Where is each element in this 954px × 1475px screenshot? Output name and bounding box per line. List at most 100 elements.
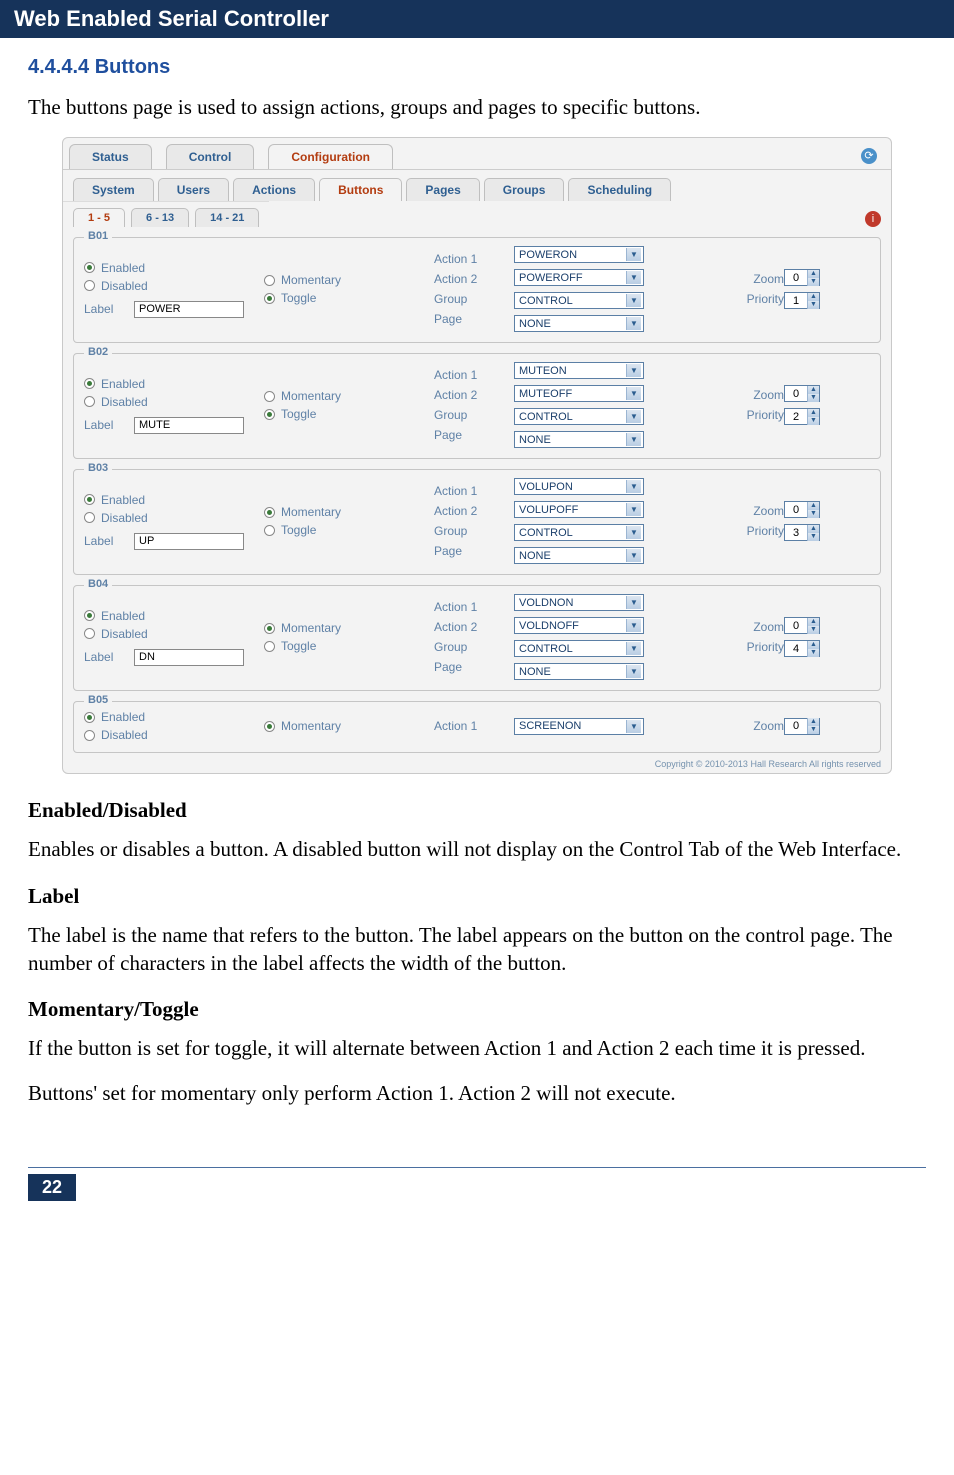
radio-toggle[interactable]: Toggle [264, 291, 434, 305]
chevron-down-icon: ▼ [626, 248, 641, 261]
inner-tab-pages[interactable]: Pages [406, 178, 479, 201]
label-text: Label [84, 418, 124, 432]
radio-enabled[interactable]: Enabled [84, 710, 264, 724]
outer-tab-control[interactable]: Control [166, 144, 255, 169]
copyright-text: Copyright © 2010-2013 Hall Research All … [63, 759, 891, 773]
action1-label: Action 1 [434, 484, 514, 498]
radio-disabled[interactable]: Disabled [84, 279, 264, 293]
label-input[interactable]: POWER [134, 301, 244, 318]
dropdown[interactable]: CONTROL▼ [514, 524, 644, 541]
dropdown[interactable]: NONE▼ [514, 663, 644, 680]
enabled-disabled-heading: Enabled/Disabled [28, 798, 926, 823]
inner-tab-users[interactable]: Users [158, 178, 229, 201]
range-tab[interactable]: 1 - 5 [73, 208, 125, 227]
radio-momentary[interactable]: Momentary [264, 389, 434, 403]
number-stepper[interactable]: 0▲▼ [784, 617, 820, 634]
dropdown[interactable]: VOLUPON▼ [514, 478, 644, 495]
radio-momentary[interactable]: Momentary [264, 273, 434, 287]
radio-disabled[interactable]: Disabled [84, 395, 264, 409]
chevron-down-icon: ▼ [626, 526, 641, 539]
inner-tab-buttons[interactable]: Buttons [319, 178, 402, 201]
dropdown[interactable]: POWEROFF▼ [514, 269, 644, 286]
enabled-disabled-body: Enables or disables a button. A disabled… [28, 835, 926, 863]
radio-enabled[interactable]: Enabled [84, 261, 264, 275]
number-stepper[interactable]: 4▲▼ [784, 640, 820, 657]
radio-disabled[interactable]: Disabled [84, 511, 264, 525]
page-label: Page [434, 428, 514, 442]
radio-toggle[interactable]: Toggle [264, 523, 434, 537]
momentary-toggle-body1: If the button is set for toggle, it will… [28, 1034, 926, 1062]
number-stepper[interactable]: 0▲▼ [784, 385, 820, 402]
inner-tabs: SystemUsersActionsButtonsPagesGroupsSche… [73, 178, 881, 201]
chevron-down-icon: ▼ [626, 480, 641, 493]
number-stepper[interactable]: 0▲▼ [784, 269, 820, 286]
info-icon[interactable]: i [865, 211, 881, 227]
radio-momentary[interactable]: Momentary [264, 719, 434, 733]
radio-toggle[interactable]: Toggle [264, 407, 434, 421]
chevron-down-icon: ▼ [626, 294, 641, 307]
fieldset-legend: B03 [84, 462, 112, 474]
zoom-label: Zoom [753, 504, 784, 518]
fieldset-legend: B02 [84, 346, 112, 358]
radio-toggle[interactable]: Toggle [264, 639, 434, 653]
chevron-down-icon: ▼ [626, 665, 641, 678]
priority-label: Priority [747, 524, 784, 538]
inner-tab-system[interactable]: System [73, 178, 154, 201]
number-stepper[interactable]: 0▲▼ [784, 718, 820, 735]
dropdown[interactable]: NONE▼ [514, 315, 644, 332]
action2-label: Action 2 [434, 388, 514, 402]
radio-enabled[interactable]: Enabled [84, 377, 264, 391]
chevron-down-icon: ▼ [626, 364, 641, 377]
radio-momentary[interactable]: Momentary [264, 505, 434, 519]
label-input[interactable]: UP [134, 533, 244, 550]
radio-enabled[interactable]: Enabled [84, 493, 264, 507]
radio-enabled[interactable]: Enabled [84, 609, 264, 623]
number-stepper[interactable]: 3▲▼ [784, 524, 820, 541]
dropdown[interactable]: POWERON▼ [514, 246, 644, 263]
inner-tab-actions[interactable]: Actions [233, 178, 315, 201]
zoom-label: Zoom [753, 388, 784, 402]
dropdown[interactable]: CONTROL▼ [514, 408, 644, 425]
zoom-label: Zoom [753, 620, 784, 634]
page-label: Page [434, 312, 514, 326]
fieldset-legend: B04 [84, 578, 112, 590]
button-fieldset-b04: B04EnabledDisabledLabelDNMomentaryToggle… [73, 585, 881, 691]
outer-tab-configuration[interactable]: Configuration [268, 144, 393, 169]
action1-label: Action 1 [434, 252, 514, 266]
group-label: Group [434, 640, 514, 654]
label-input[interactable]: MUTE [134, 417, 244, 434]
dropdown[interactable]: VOLDNON▼ [514, 594, 644, 611]
dropdown[interactable]: MUTEON▼ [514, 362, 644, 379]
chevron-down-icon: ▼ [626, 271, 641, 284]
dropdown[interactable]: NONE▼ [514, 547, 644, 564]
dropdown[interactable]: MUTEOFF▼ [514, 385, 644, 402]
dropdown[interactable]: NONE▼ [514, 431, 644, 448]
chevron-down-icon: ▼ [626, 410, 641, 423]
number-stepper[interactable]: 0▲▼ [784, 501, 820, 518]
dropdown[interactable]: CONTROL▼ [514, 292, 644, 309]
chevron-down-icon: ▼ [626, 503, 641, 516]
radio-disabled[interactable]: Disabled [84, 728, 264, 742]
range-tab[interactable]: 14 - 21 [195, 208, 259, 227]
dropdown[interactable]: VOLDNOFF▼ [514, 617, 644, 634]
chevron-down-icon: ▼ [626, 642, 641, 655]
action2-label: Action 2 [434, 504, 514, 518]
chevron-down-icon: ▼ [626, 549, 641, 562]
chevron-down-icon: ▼ [626, 596, 641, 609]
zoom-label: Zoom [753, 719, 784, 733]
inner-tab-scheduling[interactable]: Scheduling [568, 178, 671, 201]
inner-tab-groups[interactable]: Groups [484, 178, 565, 201]
label-input[interactable]: DN [134, 649, 244, 666]
dropdown[interactable]: SCREENON▼ [514, 718, 644, 735]
range-tabs: 1 - 5 6 - 13 14 - 21 [63, 201, 269, 227]
dropdown[interactable]: VOLUPOFF▼ [514, 501, 644, 518]
radio-disabled[interactable]: Disabled [84, 627, 264, 641]
button-fieldset-b03: B03EnabledDisabledLabelUPMomentaryToggle… [73, 469, 881, 575]
range-tab[interactable]: 6 - 13 [131, 208, 189, 227]
label-text: Label [84, 650, 124, 664]
number-stepper[interactable]: 1▲▼ [784, 292, 820, 309]
number-stepper[interactable]: 2▲▼ [784, 408, 820, 425]
dropdown[interactable]: CONTROL▼ [514, 640, 644, 657]
radio-momentary[interactable]: Momentary [264, 621, 434, 635]
outer-tab-status[interactable]: Status [69, 144, 152, 169]
